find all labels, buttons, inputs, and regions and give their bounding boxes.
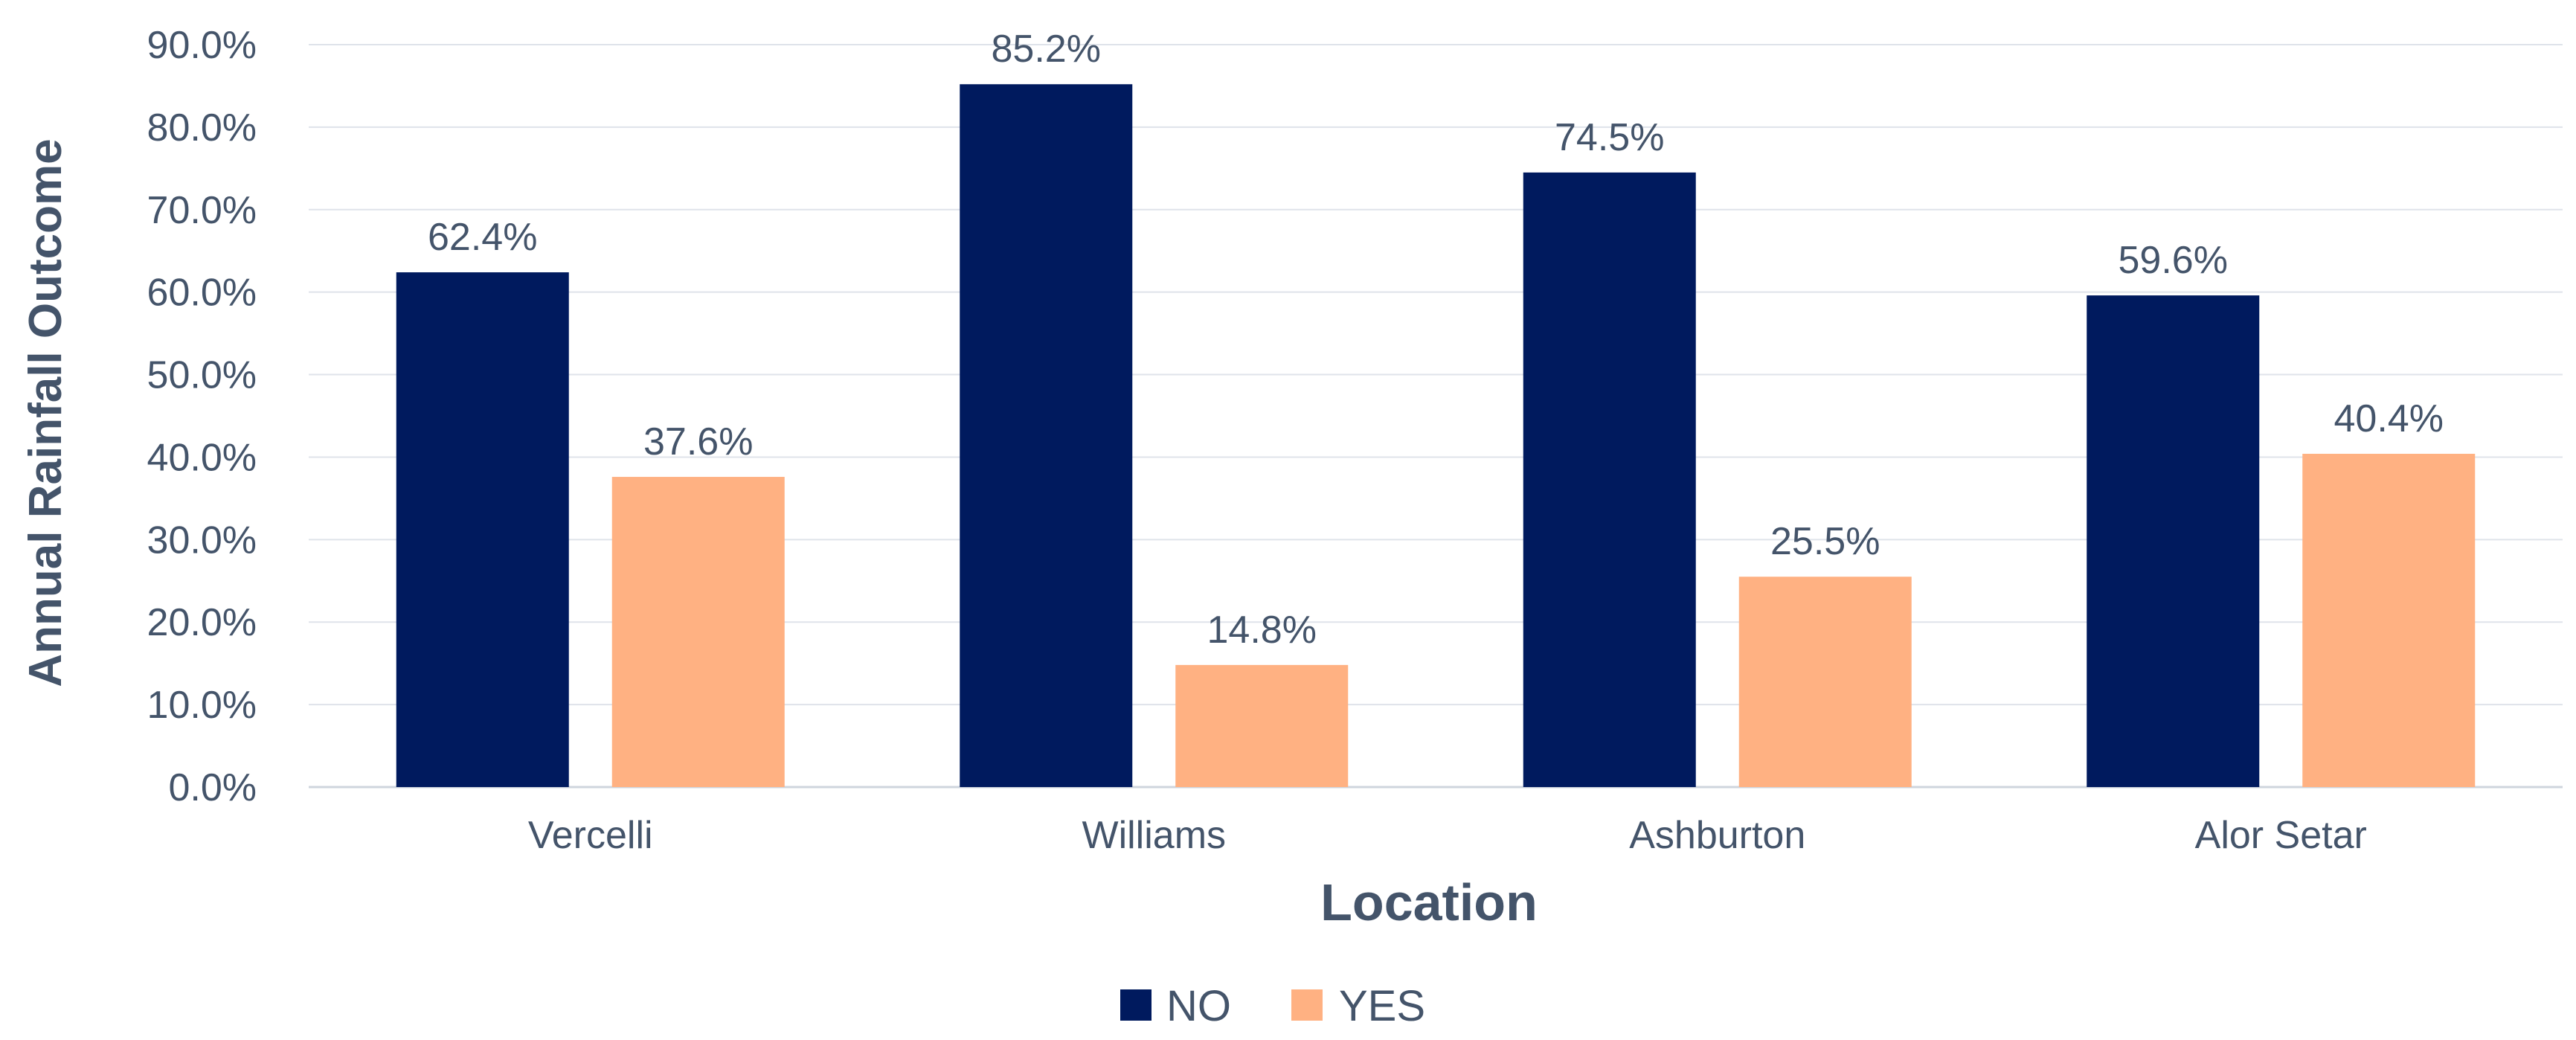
bar-no-vercelli — [396, 272, 569, 787]
y-tick-label: 0.0% — [168, 766, 257, 809]
y-tick-label: 80.0% — [147, 106, 257, 150]
y-tick-label: 60.0% — [147, 272, 257, 315]
bar-yes-vercelli — [611, 477, 785, 787]
y-tick-label: 30.0% — [147, 519, 257, 562]
bar-no-williams — [960, 84, 1133, 787]
x-tick-label: Alor Setar — [2195, 814, 2367, 857]
x-axis-title: Location — [1320, 873, 1538, 931]
data-labels: 62.4% 37.6% 85.2% 14.8% 74.5% 25.5% 59.6% 40.4% — [428, 28, 2444, 652]
y-tick-label: 40.0% — [147, 436, 257, 479]
bar-yes-williams — [1175, 664, 1349, 787]
data-label: 59.6% — [2119, 239, 2228, 282]
y-tick-label: 10.0% — [147, 684, 257, 727]
legend: NO YES — [1120, 982, 1425, 1030]
y-axis-tick-labels: 0.0% 10.0% 20.0% 30.0% 40.0% 50.0% 60.0% 70.0% 8… — [147, 24, 257, 809]
data-label: 14.8% — [1207, 609, 1317, 652]
bar-no-ashburton — [1523, 172, 1696, 787]
legend-label-no: NO — [1166, 982, 1231, 1030]
x-tick-label: Vercelli — [528, 814, 653, 857]
x-tick-label: Ashburton — [1629, 814, 1805, 857]
x-tick-label: Williams — [1082, 814, 1226, 857]
bar-yes-alor-setar — [2302, 454, 2476, 787]
bars — [396, 84, 2476, 787]
y-axis-title: Annual Rainfall Outcome — [20, 138, 71, 687]
y-tick-label: 20.0% — [147, 601, 257, 644]
y-tick-label: 90.0% — [147, 24, 257, 67]
data-label: 25.5% — [1770, 520, 1880, 563]
y-tick-label: 50.0% — [147, 354, 257, 397]
legend-swatch-no — [1120, 989, 1152, 1021]
legend-label-yes: YES — [1339, 982, 1425, 1030]
legend-swatch-yes — [1291, 989, 1323, 1021]
data-label: 62.4% — [428, 216, 537, 259]
data-label: 40.4% — [2334, 397, 2444, 440]
bar-yes-ashburton — [1738, 577, 1912, 787]
x-axis-tick-labels: Vercelli Williams Ashburton Alor Setar — [528, 814, 2367, 857]
data-label: 85.2% — [992, 28, 1101, 71]
y-tick-label: 70.0% — [147, 189, 257, 232]
bar-no-alor-setar — [2087, 295, 2260, 787]
data-label: 37.6% — [643, 420, 753, 463]
data-label: 74.5% — [1555, 116, 1664, 159]
